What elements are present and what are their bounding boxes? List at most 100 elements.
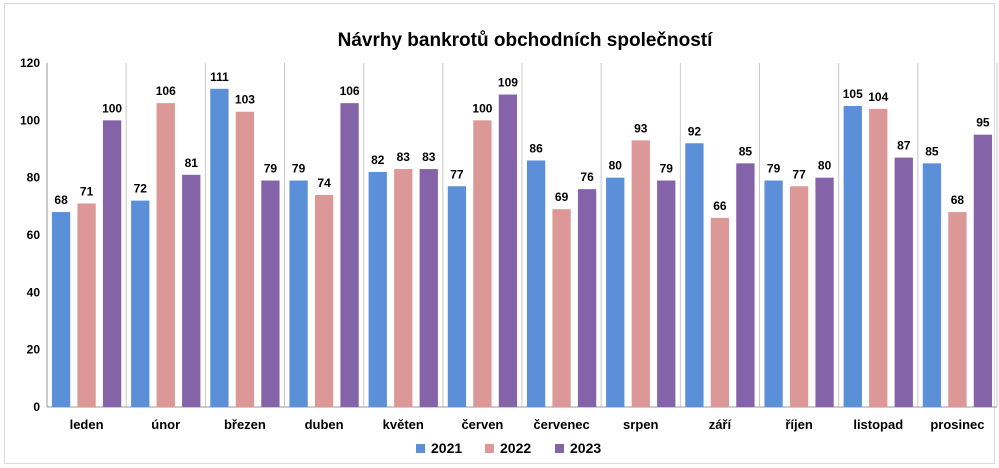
y-tick-label: 80 (27, 171, 41, 185)
legend-label: 2022 (500, 440, 531, 456)
bar (606, 177, 625, 407)
x-tick-label: prosinec (930, 417, 984, 432)
bar (156, 103, 175, 407)
data-label: 68 (951, 193, 965, 207)
data-label: 92 (688, 124, 702, 138)
x-tick-label: listopad (853, 417, 903, 432)
bar (815, 177, 834, 407)
bar (764, 180, 783, 407)
bar (948, 212, 967, 407)
data-label: 93 (634, 121, 648, 135)
x-tick-label: červen (461, 417, 503, 432)
y-tick-label: 40 (27, 285, 41, 299)
x-tick-label: březen (224, 417, 266, 432)
data-label: 81 (185, 156, 199, 170)
bar (685, 143, 704, 407)
legend-label: 2021 (431, 440, 462, 456)
data-label: 83 (422, 150, 436, 164)
data-label: 106 (340, 84, 360, 98)
y-tick-label: 60 (27, 228, 41, 242)
bar (394, 169, 413, 407)
legend-swatch (485, 444, 494, 453)
bar (314, 194, 334, 407)
data-label: 80 (818, 159, 832, 173)
data-label: 66 (713, 199, 727, 213)
data-label: 85 (739, 144, 753, 158)
data-label: 80 (609, 159, 623, 173)
data-label: 76 (580, 170, 594, 184)
bar (77, 203, 96, 407)
x-tick-label: říjen (785, 417, 813, 432)
bar (261, 180, 280, 407)
x-tick-label: únor (151, 417, 180, 432)
data-label: 109 (498, 76, 518, 90)
data-label: 100 (102, 101, 122, 115)
data-label: 82 (371, 153, 385, 167)
data-label: 106 (156, 84, 176, 98)
data-label: 87 (897, 139, 911, 153)
bar (657, 180, 676, 407)
data-label: 77 (792, 167, 806, 181)
x-tick-label: květen (383, 417, 424, 432)
bar (577, 189, 597, 407)
x-tick-label: červenec (533, 417, 589, 432)
data-label: 83 (397, 150, 411, 164)
legend: 2021 2022 2023 (416, 440, 601, 456)
data-label: 86 (529, 141, 543, 155)
bar (973, 134, 993, 407)
bar (552, 209, 571, 407)
bar (736, 163, 755, 407)
data-label: 104 (868, 90, 888, 104)
bar (631, 140, 650, 407)
data-label: 77 (450, 167, 464, 181)
data-label: 68 (54, 193, 68, 207)
data-label: 100 (472, 101, 492, 115)
bar (419, 169, 438, 407)
data-label: 103 (235, 93, 255, 107)
bar (498, 94, 518, 408)
bar (710, 217, 730, 407)
bar (789, 186, 809, 407)
data-label: 111 (210, 70, 229, 84)
data-label: 72 (134, 182, 148, 196)
x-tick-label: září (709, 417, 732, 432)
x-tick-label: leden (70, 417, 104, 432)
data-label: 105 (843, 87, 863, 101)
bar (102, 120, 122, 407)
bar (922, 163, 942, 407)
bar (869, 108, 888, 407)
bar (51, 212, 71, 407)
bar (182, 174, 201, 407)
data-label: 79 (292, 162, 306, 176)
legend-swatch (416, 444, 425, 453)
bar (473, 120, 492, 407)
data-label: 69 (555, 190, 569, 204)
plot-area: 0 20 40 60 80 100 120 68 71 100 leden 72 106 81 únor 11… (20, 56, 998, 432)
legend-label: 2023 (570, 440, 601, 456)
data-label: 85 (925, 144, 939, 158)
data-label: 79 (264, 162, 278, 176)
data-label: 79 (660, 162, 674, 176)
bar (894, 157, 913, 407)
bar (131, 200, 150, 407)
chart-title: Návrhy bankrotů obchodních společností (338, 30, 713, 51)
y-tick-label: 0 (33, 400, 40, 414)
x-tick-label: duben (305, 417, 344, 432)
data-label: 95 (976, 116, 990, 130)
bar (340, 103, 359, 407)
bar (289, 180, 308, 407)
y-tick-label: 120 (20, 56, 40, 70)
data-label: 71 (80, 184, 94, 198)
bar (843, 106, 862, 407)
bar (526, 160, 546, 407)
y-tick-label: 20 (27, 343, 41, 357)
bar (210, 88, 229, 408)
bar (235, 111, 255, 407)
legend-swatch (555, 444, 564, 453)
bar (368, 171, 387, 407)
data-label: 79 (767, 162, 781, 176)
y-tick-label: 100 (20, 113, 40, 127)
bar (447, 186, 467, 407)
x-tick-label: srpen (623, 417, 658, 432)
